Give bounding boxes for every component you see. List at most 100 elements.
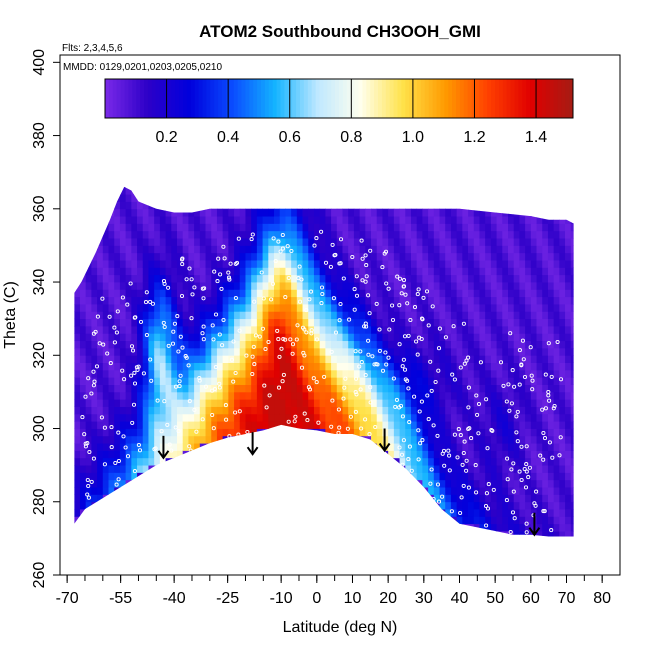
heatmap-cell — [496, 194, 503, 202]
sample-point — [543, 372, 548, 377]
heatmap-cell — [114, 369, 121, 378]
heatmap-cell — [251, 194, 258, 202]
heatmap-cell — [285, 406, 292, 415]
sample-point — [183, 354, 188, 359]
heatmap-cell — [239, 384, 246, 393]
heatmap-cell — [216, 340, 224, 349]
heatmap-cell — [159, 465, 166, 473]
sample-point — [138, 319, 144, 324]
heatmap-cell — [371, 223, 378, 232]
heatmap-cell — [570, 399, 574, 407]
colorbar: 0.2 0.4 0.6 0.8 1.0 1.2 1.4 — [104, 78, 574, 146]
heatmap-cell — [342, 245, 349, 254]
colorbar-cell — [140, 79, 145, 118]
heatmap-cell — [279, 274, 286, 283]
heatmap-cell — [182, 413, 189, 422]
heatmap-cell — [114, 282, 121, 290]
heatmap-cell — [353, 472, 361, 481]
heatmap-cell — [490, 274, 497, 283]
heatmap-cell — [468, 296, 475, 305]
heatmap-cell — [205, 333, 212, 342]
heatmap-cell — [228, 230, 235, 239]
colorbar-cell — [264, 79, 270, 118]
heatmap-cell — [485, 230, 492, 239]
sample-point — [143, 300, 149, 305]
heatmap-cell — [450, 245, 458, 254]
heatmap-cell — [553, 450, 560, 459]
heatmap-cell — [176, 325, 184, 334]
heatmap-cell — [159, 479, 166, 488]
heatmap-cell — [319, 399, 326, 407]
heatmap-cell — [188, 296, 195, 305]
heatmap-cell — [79, 282, 87, 290]
heatmap-cell — [171, 457, 178, 466]
heatmap-cell — [359, 465, 366, 473]
heatmap-cell — [479, 274, 486, 283]
heatmap-cell — [450, 509, 458, 517]
heatmap-cell — [216, 333, 224, 342]
heatmap-cell — [439, 186, 446, 195]
heatmap-cell — [199, 252, 206, 261]
heatmap-cell — [508, 245, 515, 254]
heatmap-cell — [79, 421, 87, 429]
heatmap-cell — [496, 457, 503, 466]
heatmap-cell — [353, 304, 361, 312]
heatmap-cell — [296, 201, 303, 210]
heatmap-cell — [239, 362, 246, 371]
heatmap-cell — [336, 457, 343, 466]
heatmap-cell — [74, 487, 81, 495]
heatmap-cell — [451, 538, 457, 546]
heatmap-cell — [125, 494, 132, 503]
heatmap-cell — [331, 318, 338, 327]
heatmap-cell — [137, 384, 144, 393]
sample-point — [354, 392, 359, 397]
heatmap-cell — [456, 450, 463, 459]
heatmap-cell — [536, 274, 543, 283]
sample-point — [116, 477, 121, 482]
heatmap-cell — [325, 208, 332, 217]
colorbar-cell — [300, 79, 305, 118]
heatmap-cell — [296, 194, 303, 202]
heatmap-cell — [211, 479, 218, 488]
heatmap-cell — [251, 289, 258, 298]
heatmap-cell — [382, 421, 389, 429]
heatmap-cell — [79, 479, 87, 488]
heatmap-cell — [462, 377, 469, 385]
sample-point — [428, 359, 433, 364]
heatmap-cell — [405, 428, 412, 437]
heatmap-cell — [536, 245, 543, 254]
heatmap-cell — [291, 479, 298, 488]
heatmap-cell — [159, 238, 166, 246]
heatmap-cell — [565, 347, 572, 356]
heatmap-cell — [553, 289, 560, 298]
heatmap-cell — [359, 186, 366, 188]
heatmap-cell — [74, 494, 81, 503]
heatmap-cell — [473, 355, 480, 363]
heatmap-cell — [165, 369, 172, 378]
heatmap-cell — [97, 494, 104, 503]
heatmap-cell — [479, 267, 486, 276]
heatmap-cell — [473, 340, 480, 349]
heatmap-cell — [256, 516, 263, 525]
heatmap-cell — [376, 194, 383, 202]
heatmap-cell — [462, 369, 469, 378]
heatmap-cell — [468, 208, 475, 217]
heatmap-cell — [542, 304, 549, 312]
heatmap-cell — [85, 304, 92, 312]
heatmap-cell — [422, 377, 429, 385]
heatmap-cell — [245, 391, 252, 400]
heatmap-cell — [525, 413, 532, 422]
heatmap-cell — [371, 340, 378, 349]
heatmap-cell — [393, 208, 400, 217]
sample-point — [229, 357, 234, 362]
sample-point — [210, 388, 215, 393]
heatmap-cell — [336, 435, 343, 444]
heatmap-cell — [530, 296, 537, 305]
heatmap-cell — [216, 355, 224, 363]
heatmap-cell — [456, 186, 463, 188]
heatmap-cell — [148, 282, 155, 290]
heatmap-cell — [336, 355, 343, 363]
heatmap-cell — [274, 369, 281, 378]
heatmap-cell — [513, 230, 520, 239]
heatmap-cell — [531, 538, 537, 546]
